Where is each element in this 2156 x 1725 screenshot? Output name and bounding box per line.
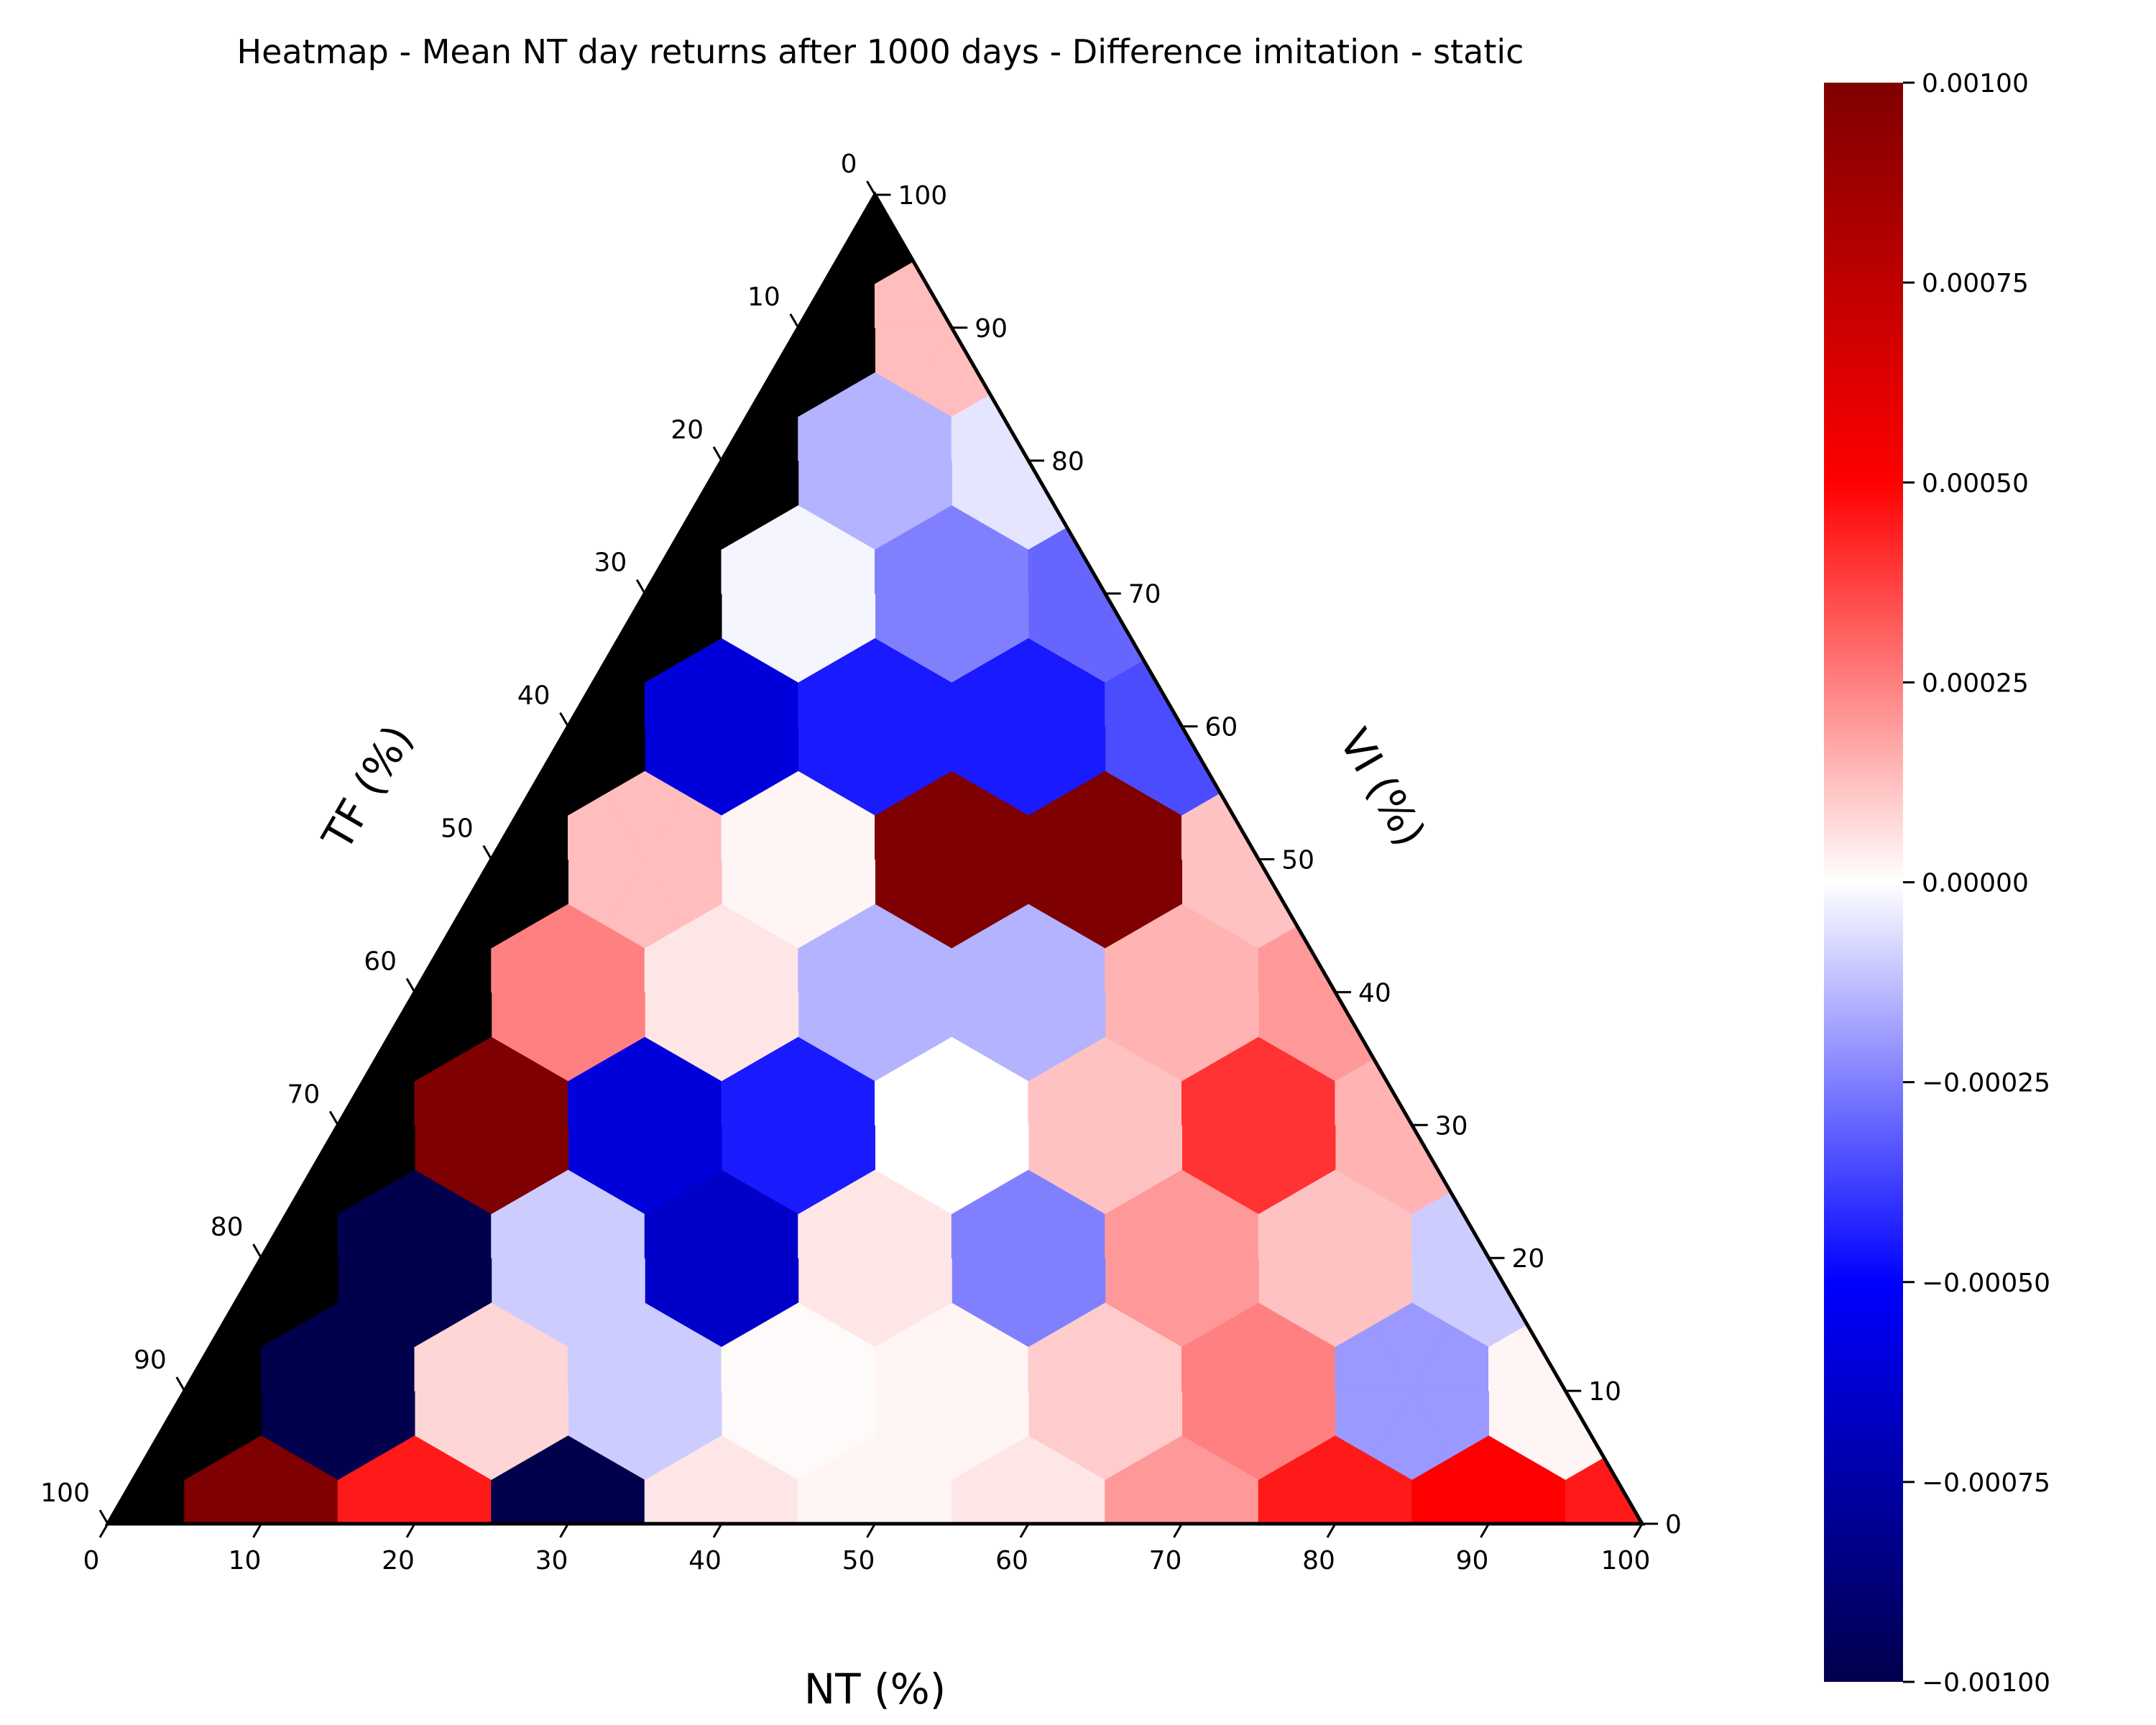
nt-tick (712, 1523, 723, 1538)
colorbar-tick-label: −0.00075 (1922, 1468, 2050, 1498)
tf-tick (866, 180, 876, 196)
nt-tick-label: 100 (1601, 1546, 1651, 1576)
colorbar-tick-label: 0.00075 (1922, 269, 2029, 298)
tf-tick (252, 1243, 262, 1259)
vi-tick-label: 70 (1128, 580, 1161, 610)
tf-tick (405, 978, 416, 993)
tf-tick (789, 313, 800, 328)
tf-tick-label: 30 (594, 548, 627, 578)
tf-tick-label: 80 (211, 1213, 244, 1242)
heatmap-cells (107, 194, 1643, 1525)
nt-tick-label: 90 (1456, 1546, 1489, 1576)
tf-tick-label: 60 (364, 947, 397, 976)
nt-tick-label: 60 (995, 1546, 1028, 1576)
nt-tick (98, 1523, 109, 1538)
colorbar-tick-label: 0.00050 (1922, 469, 2029, 498)
tf-tick-label: 50 (441, 814, 474, 843)
nt-tick (405, 1523, 416, 1538)
vi-tick-label: 60 (1205, 713, 1238, 742)
colorbar-gradient (1824, 83, 1903, 1682)
vi-tick-label: 100 (898, 181, 948, 211)
nt-tick-label: 10 (229, 1546, 262, 1576)
vi-tick-label: 30 (1435, 1111, 1468, 1141)
tf-tick-label: 90 (134, 1346, 167, 1375)
tf-tick (482, 845, 493, 860)
vi-tick-label: 90 (975, 314, 1008, 344)
tf-tick (635, 579, 646, 594)
colorbar-tick-label: −0.00025 (1922, 1069, 2050, 1098)
nt-tick (1173, 1523, 1183, 1538)
tf-tick (712, 446, 723, 461)
nt-tick (1480, 1523, 1490, 1538)
tf-axis-label: TF (%) (313, 717, 423, 858)
tf-tick-label: 10 (747, 282, 780, 312)
vi-tick-label: 10 (1588, 1377, 1621, 1407)
tf-tick-label: 20 (671, 415, 704, 445)
tf-tick-label: 100 (40, 1478, 90, 1508)
colorbar-tick-label: −0.00100 (1922, 1668, 2050, 1698)
tf-tick (328, 1110, 339, 1126)
vi-tick-label: 80 (1051, 447, 1084, 477)
colorbar: 0.00100 0.00075 0.00050 0.00025 0.00000 −0.00… (1824, 69, 2050, 1698)
tf-tick-label: 70 (287, 1080, 320, 1109)
nt-tick (1326, 1523, 1337, 1538)
nt-tick-label: 80 (1302, 1546, 1335, 1576)
tf-tick (98, 1509, 109, 1524)
tf-tick-label: 0 (841, 150, 857, 179)
nt-tick (559, 1523, 569, 1538)
tf-tick (559, 712, 569, 727)
nt-tick (252, 1523, 262, 1538)
colorbar-tick-label: −0.00050 (1922, 1269, 2050, 1298)
vi-tick-label: 40 (1358, 978, 1391, 1008)
nt-axis-label: NT (%) (804, 1665, 946, 1714)
vi-tick-label: 20 (1512, 1244, 1545, 1274)
nt-tick (1019, 1523, 1030, 1538)
nt-tick (1633, 1523, 1644, 1538)
nt-tick-label: 20 (382, 1546, 415, 1576)
vi-tick-label: 0 (1665, 1510, 1682, 1540)
tf-tick (175, 1376, 186, 1392)
nt-tick-label: 30 (535, 1546, 568, 1576)
colorbar-tick-label: 0.00025 (1922, 668, 2029, 698)
nt-tick-label: 50 (842, 1546, 875, 1576)
colorbar-tick-label: 0.00100 (1922, 69, 2029, 98)
chart-title: Heatmap - Mean NT day returns after 1000… (237, 32, 1524, 71)
colorbar-tick-label: 0.00000 (1922, 869, 2029, 898)
nt-tick-label: 0 (83, 1546, 100, 1576)
axis-ticks: 0 0 0 10 10 10 20 20 20 30 30 30 40 40 40 50 50 50 60 60 60 7… (40, 150, 1682, 1576)
nt-tick (866, 1523, 876, 1538)
tf-tick-label: 40 (517, 681, 550, 711)
nt-tick-label: 40 (688, 1546, 722, 1576)
vi-tick-label: 50 (1281, 846, 1314, 875)
nt-tick-label: 70 (1149, 1546, 1182, 1576)
vi-axis-label: VI (%) (1330, 720, 1435, 854)
